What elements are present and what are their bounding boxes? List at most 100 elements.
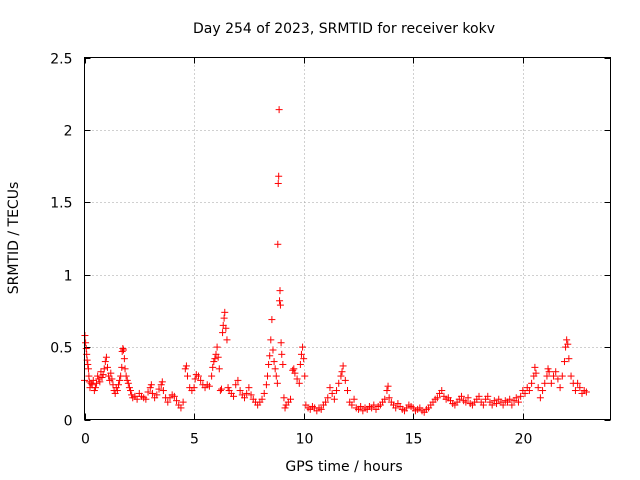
data-point [506,395,514,403]
data-point [269,346,277,354]
data-point [536,394,544,402]
data-point [221,308,229,316]
data-point [211,355,219,363]
data-point [213,343,221,351]
data-point [240,394,248,402]
data-point [247,391,255,399]
data-point [517,392,525,400]
data-point [236,387,244,395]
data-point [291,369,299,377]
data-point [547,379,555,387]
data-point [243,389,251,397]
data-point [93,379,101,387]
data-point [300,355,308,363]
data-point [119,345,127,353]
data-point [124,379,132,387]
data-point [554,375,562,383]
data-point [118,347,126,355]
data-point [335,379,343,387]
data-point [499,401,507,409]
x-tick-label: 15 [405,432,423,448]
data-point [184,372,192,380]
data-point [322,398,330,406]
data-point [556,384,564,392]
data-point [215,365,223,373]
data-point [142,395,150,403]
gridlines [84,57,611,420]
data-point [94,372,102,380]
data-points [81,106,590,416]
data-point [475,392,483,400]
data-point [107,369,115,377]
data-point [209,363,217,371]
data-point [210,358,218,366]
data-point [383,387,391,395]
data-point [576,384,584,392]
data-point [208,372,216,380]
data-point [544,365,552,373]
data-point [338,368,346,376]
data-point [128,391,136,399]
data-point [532,369,540,377]
data-point [99,371,107,379]
data-point [274,179,282,187]
data-point [147,381,155,389]
data-point [191,375,199,383]
data-point [582,388,590,396]
data-point [91,384,99,392]
data-point [270,358,278,366]
data-point [220,314,228,322]
data-point [384,382,392,390]
data-point [90,387,98,395]
data-point [565,355,573,363]
data-point [102,353,110,361]
data-point [357,402,365,410]
data-point [232,381,240,389]
data-point [153,391,161,399]
y-tick-label: 0 [64,414,73,430]
data-point [275,106,283,114]
data-point [317,405,325,413]
data-point [528,379,536,387]
data-point [267,336,275,344]
data-point [488,401,496,409]
data-point [563,336,571,344]
data-point [133,395,141,403]
data-point [277,339,285,347]
data-point [281,404,289,412]
data-point [279,360,287,368]
data-point [273,379,281,387]
data-point [96,378,104,386]
data-point [155,385,163,393]
data-point [457,392,465,400]
data-point [224,384,232,392]
data-point [571,387,579,395]
data-point [508,401,516,409]
data-point [552,368,560,376]
x-tick-label: 20 [515,432,533,448]
data-point [464,394,472,402]
data-point [531,363,539,371]
data-point [521,389,529,397]
data-point [326,384,334,392]
data-point [484,392,492,400]
data-point [330,395,338,403]
y-axis-label: SRMTID / TECUs [6,182,22,295]
data-point [296,360,304,368]
data-point [574,379,582,387]
data-point [350,395,358,403]
data-point [108,375,116,383]
data-point [144,388,152,396]
data-point [385,394,393,402]
x-tick-label: 5 [190,432,199,448]
data-point [217,385,225,393]
chart-title: Day 254 of 2023, SRMTID for receiver kok… [193,21,495,37]
data-point [264,372,272,380]
data-point [146,384,154,392]
data-point [260,389,268,397]
data-point [295,379,303,387]
data-point [89,376,97,384]
data-point [88,381,96,389]
data-point [541,379,549,387]
data-point [84,365,92,373]
